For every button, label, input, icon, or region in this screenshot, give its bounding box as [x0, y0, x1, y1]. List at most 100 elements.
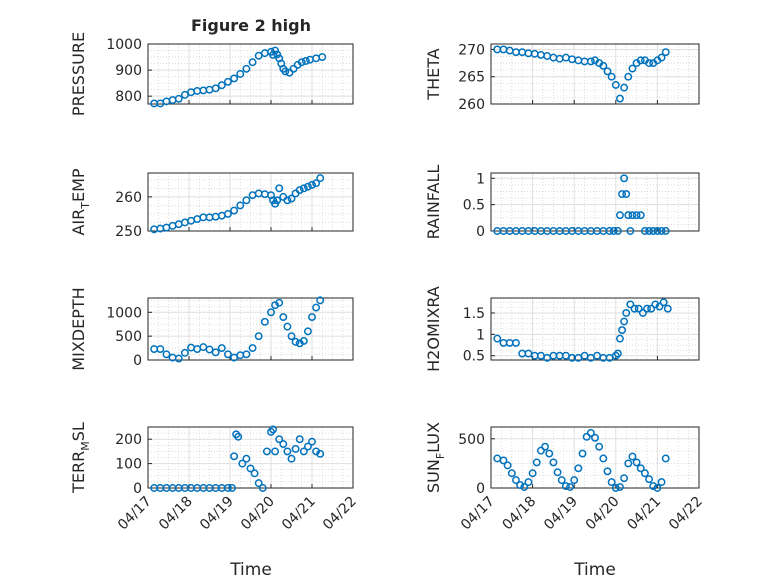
y-tick-label: 1.5: [463, 306, 485, 322]
y-tick-label: 0: [133, 481, 142, 497]
data-point: [628, 452, 637, 461]
data-point: [238, 459, 247, 468]
data-point: [269, 425, 277, 434]
y-tick-label: 0: [476, 224, 485, 240]
axes-frame: [490, 172, 700, 232]
x-axis-label-left: Time: [229, 560, 272, 580]
data-point: [234, 432, 243, 441]
y-tick-label: 200: [115, 432, 142, 448]
x-axis-label-right: Time: [573, 560, 616, 580]
data-point: [634, 304, 643, 313]
data-point: [524, 49, 533, 58]
data-point: [275, 298, 284, 307]
axes-frame: [147, 426, 354, 489]
data-point: [645, 227, 654, 235]
data-point: [224, 350, 232, 359]
data-point: [638, 309, 647, 317]
data-point: [528, 469, 537, 478]
data-point: [308, 180, 316, 189]
data-point: [507, 469, 516, 478]
data-point: [657, 227, 666, 235]
data-point: [620, 474, 629, 483]
data-point: [150, 225, 159, 234]
data-point: [254, 189, 263, 198]
data-point: [512, 476, 520, 485]
data-point: [156, 345, 165, 353]
data-point: [574, 56, 583, 65]
data-point: [312, 179, 321, 188]
data-point: [303, 442, 312, 451]
data-point: [643, 304, 651, 313]
x-tick-label: 04/18: [156, 494, 196, 534]
data-point: [624, 72, 633, 81]
data-point: [279, 440, 288, 449]
data-point: [242, 64, 251, 73]
data-point: [316, 174, 325, 183]
data-point: [287, 332, 296, 341]
data-point: [570, 476, 579, 485]
data-point: [582, 432, 591, 441]
data-point: [578, 449, 587, 458]
data-point: [493, 454, 502, 463]
data-point: [303, 327, 312, 336]
data-point: [211, 212, 220, 221]
data-point: [236, 70, 245, 78]
data-point: [653, 484, 662, 492]
data-point: [180, 348, 189, 357]
data-point: [224, 209, 232, 218]
data-point: [636, 56, 645, 65]
data-point: [586, 57, 595, 66]
data-point: [640, 469, 649, 478]
data-point: [275, 184, 284, 193]
data-point: [545, 449, 554, 458]
subplot-8: 0 500 SUNFLUX 04/17 04/18 04/19 04/20 04/21 04/2…: [424, 422, 706, 533]
y-tick-label: 500: [115, 329, 142, 345]
x-tick-label: 04/19: [541, 494, 581, 534]
data-point: [659, 298, 668, 307]
y-tick-label: 100: [115, 457, 142, 473]
data-point: [499, 456, 508, 465]
data-point: [611, 80, 620, 89]
data-point: [283, 447, 292, 456]
y-tick-label: 0: [133, 353, 142, 369]
data-point: [312, 303, 321, 312]
data-point: [516, 481, 525, 489]
y-tick-label: 260: [458, 97, 485, 113]
x-tick-label: 04/17: [115, 494, 155, 534]
axes-frame: [147, 43, 354, 105]
data-point: [174, 94, 183, 103]
data-point: [283, 322, 292, 331]
y-tick-label: 0: [476, 481, 485, 497]
data-point: [543, 52, 552, 60]
data-point: [661, 454, 670, 463]
data-point: [230, 74, 239, 83]
data-point: [273, 50, 282, 59]
data-point: [616, 94, 624, 103]
data-point: [291, 337, 300, 346]
subplot-5: 0 500 1000 MIXDEPTH: [69, 287, 354, 371]
data-point: [541, 442, 550, 451]
data-point: [303, 182, 312, 191]
y-axis-label: THETA: [424, 48, 443, 100]
data-point: [661, 227, 670, 235]
subplot-4: 0 0.5 1 RAINFALL: [424, 165, 700, 240]
data-point: [299, 447, 308, 456]
data-point: [524, 478, 533, 487]
data-point: [613, 349, 622, 358]
data-point: [318, 53, 327, 61]
x-tick-label: 04/18: [500, 494, 540, 534]
y-axis-label: SUNFLUX: [424, 422, 447, 493]
data-point: [262, 447, 271, 456]
data-point: [242, 454, 251, 463]
x-tick-label: 04/22: [666, 494, 706, 534]
y-tick-label: 0.5: [463, 198, 485, 214]
x-tick-label: 04/20: [583, 494, 623, 534]
data-point: [301, 57, 310, 65]
data-point: [636, 464, 645, 473]
data-point: [536, 446, 545, 455]
data-point: [613, 227, 622, 235]
data-point: [271, 46, 280, 55]
data-point: [224, 77, 232, 86]
data-point: [224, 484, 232, 492]
